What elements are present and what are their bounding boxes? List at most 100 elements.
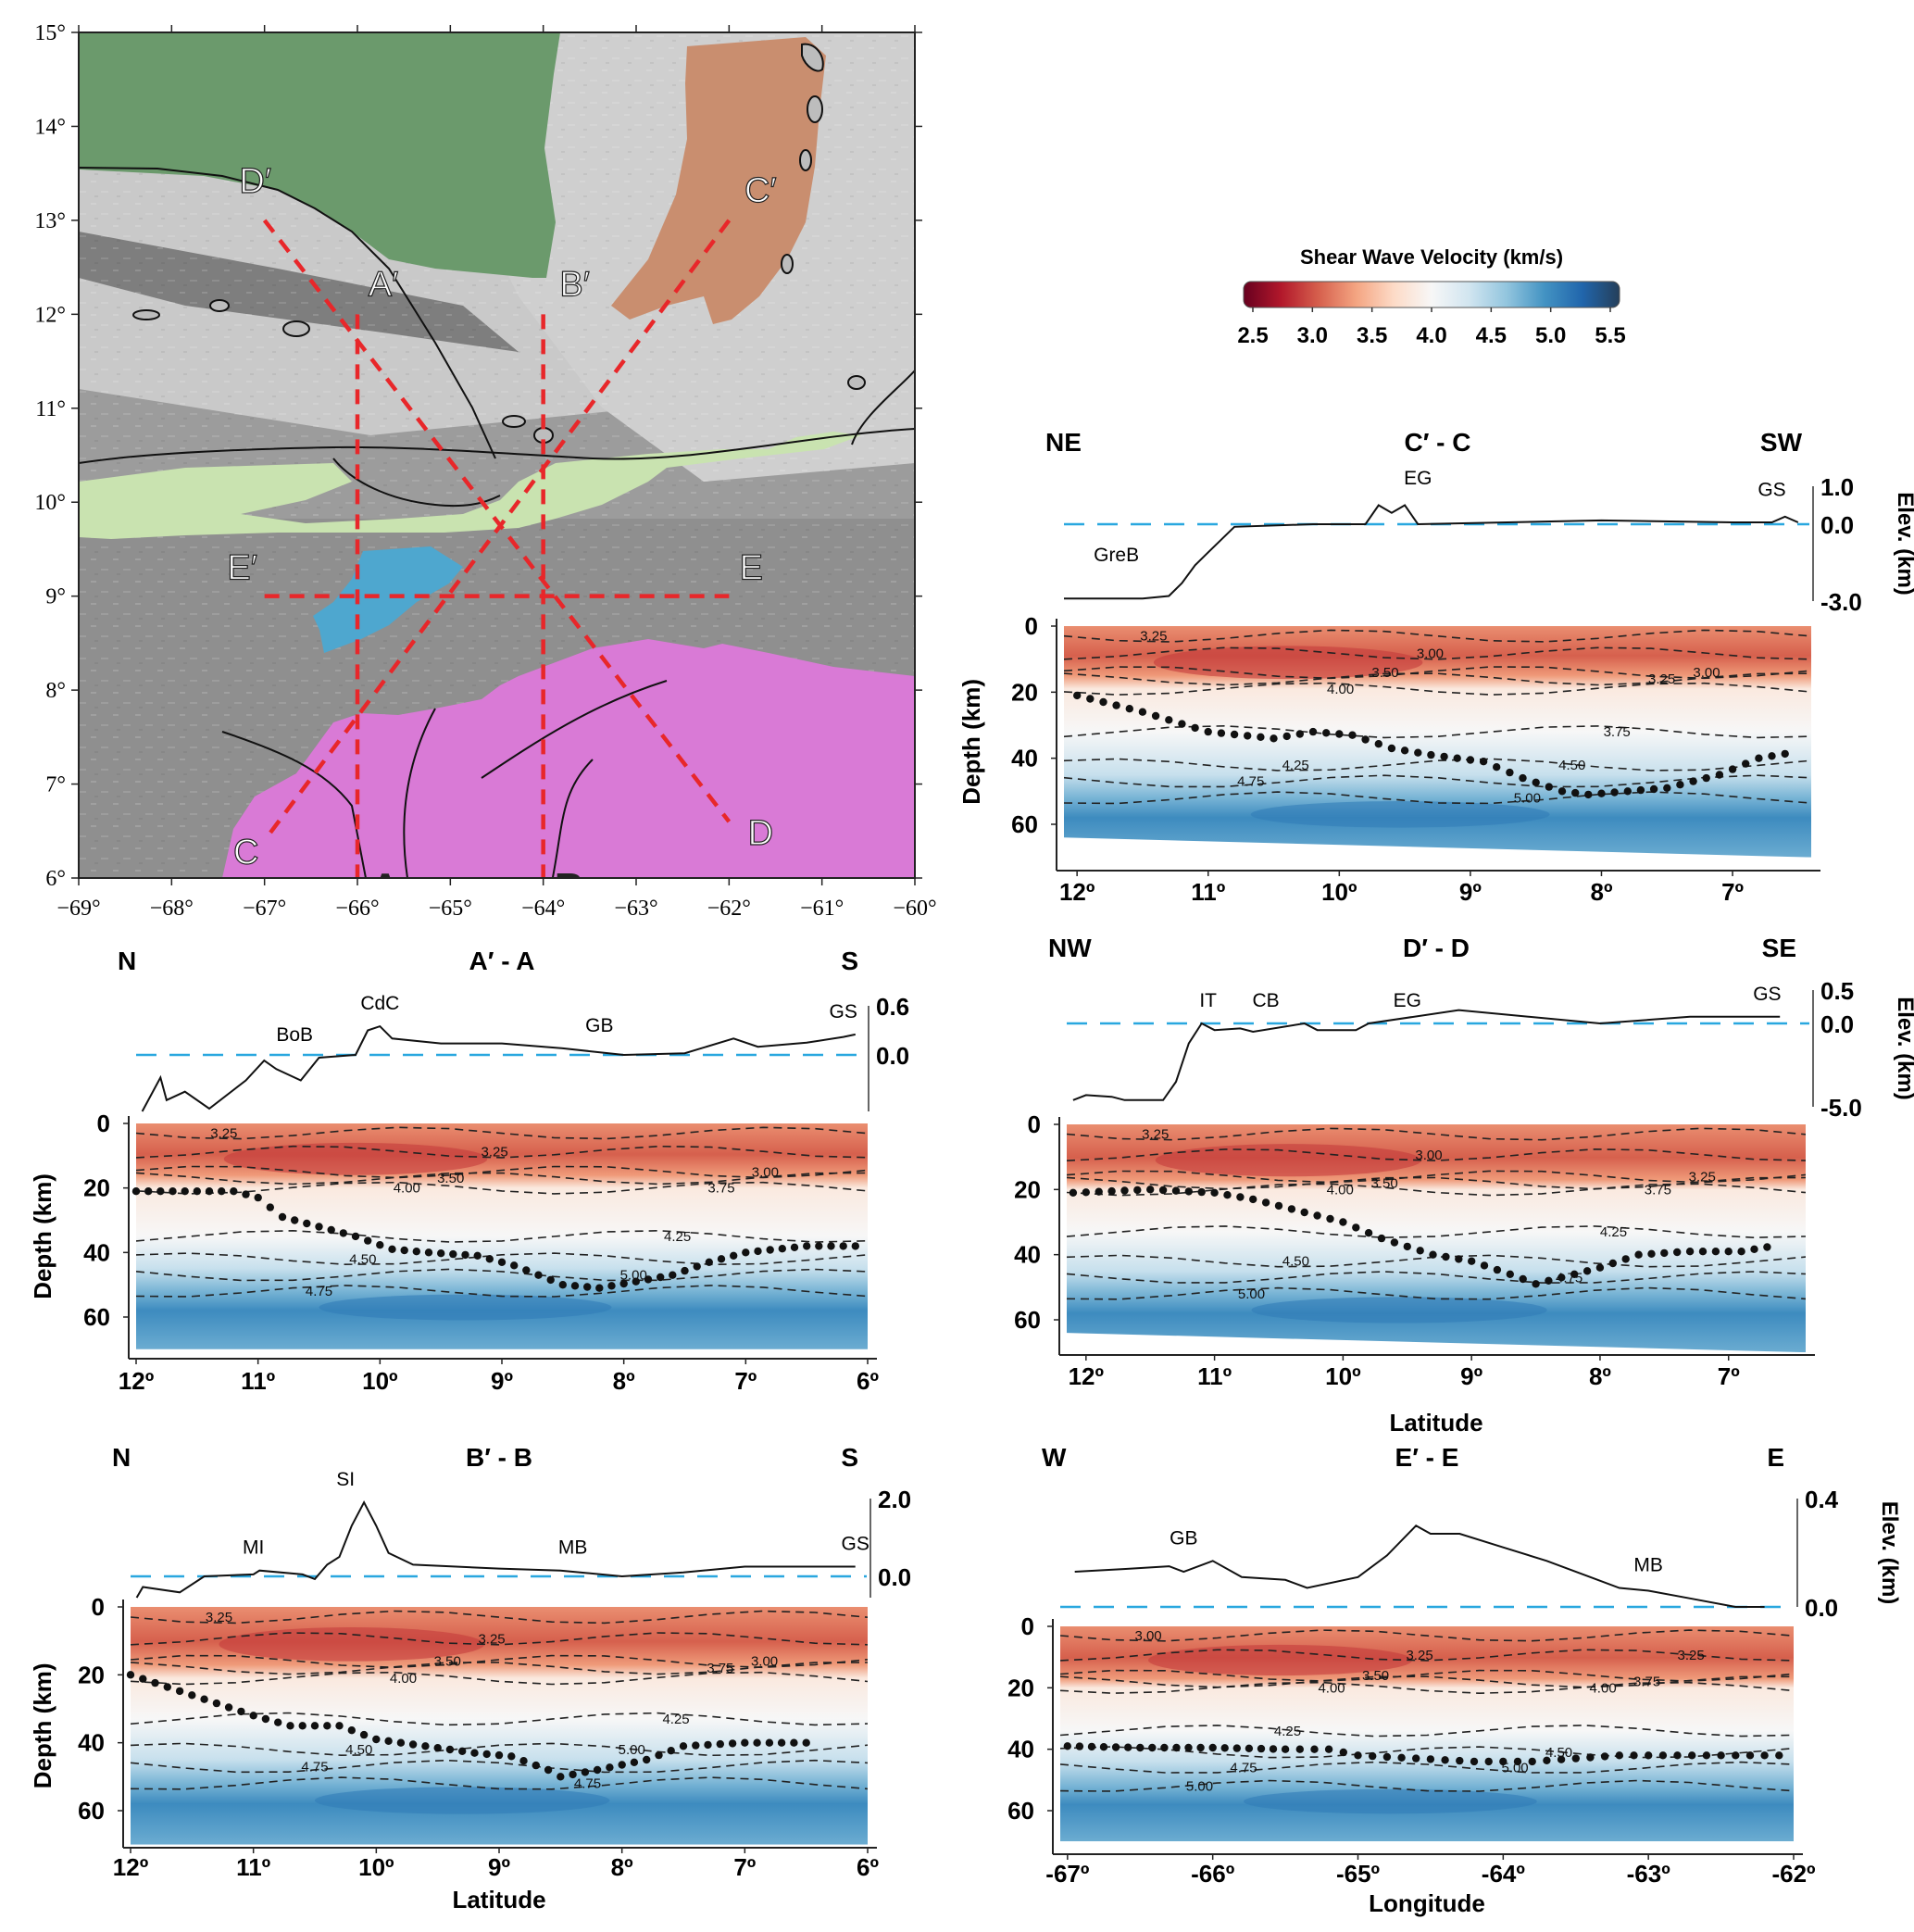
contour-label: 3.25 [1406,1648,1432,1663]
contour-label: 3.00 [1415,1148,1442,1163]
moho-dot [1493,1265,1502,1274]
elevation-profile: 0.4 0.0 Elev. (km) GB MB [1060,1486,1902,1622]
moho-dot [1545,783,1554,791]
moho-dot [1427,750,1435,759]
moho-dot [1261,1198,1270,1207]
moho-dot [1429,1250,1437,1259]
moho-dot [396,1738,406,1747]
moho-dot [1513,1757,1522,1766]
moho-dot [224,1703,233,1712]
section-c: C′ - C NE SW 3.25 3.00 3.00 3.50 3.25 4.00 3.75 4.… [957,428,1914,906]
elevation-line [141,1024,857,1112]
moho-dot [1148,1743,1157,1752]
elevation-axis-label: Elev. (km) [1893,492,1914,596]
depth-tick-label: 60 [1011,810,1038,838]
contour-label: 3.50 [1362,1668,1389,1684]
moho-dot [1197,1187,1206,1197]
moho-dot [1287,1205,1296,1213]
contour-label: 4.25 [1274,1724,1301,1739]
moho-dot [1636,785,1645,795]
moho-dot [839,1242,847,1250]
moho-dot [1466,756,1475,764]
moho-dot [485,1255,494,1263]
profile-end-label: D [748,814,773,853]
x-tick-label: -65º [1336,1860,1381,1888]
elevation-tick-label: 2.0 [878,1486,911,1513]
low-velocity-anomaly [1155,1144,1422,1177]
velocity-contour [1060,1725,1794,1738]
feature-label: MB [1633,1555,1663,1576]
feature-label: IT [1199,990,1217,1011]
depth-tick-label: 60 [1007,1797,1034,1825]
elevation-axis-label: Elev. (km) [1877,1501,1902,1605]
feature-label: CdC [360,993,399,1014]
moho-dot [1608,1259,1618,1268]
moho-dot [181,1187,189,1196]
moho-dot [1138,708,1147,716]
moho-dot [1493,763,1501,772]
moho-dot [1750,1245,1758,1254]
velocity-contour [1067,1127,1806,1141]
x-tick-label: 7º [733,1853,756,1881]
moho-dot [473,1251,482,1261]
section-title: D′ - D [1403,934,1470,962]
moho-dot [188,1691,196,1700]
velocity-contour [131,1662,868,1675]
contour-label: 3.00 [1417,646,1444,661]
moho-dot [595,1284,604,1292]
moho-dot [230,1187,238,1196]
velocity-contour [136,1126,868,1140]
contour-label: 3.25 [210,1125,237,1141]
colorbar-tick-label: 4.5 [1476,323,1507,348]
moho-dot [1136,1743,1145,1752]
elevation-tick-label: 0.0 [878,1563,911,1591]
moho-dot [437,1249,445,1258]
moho-dot [581,1768,590,1776]
moho-dot [1528,1757,1536,1766]
velocity-contour [136,1268,868,1282]
x-tick-label: 11º [1191,878,1225,906]
depth-tick-label: 20 [1011,678,1038,706]
moho-dot [1442,1252,1450,1261]
depth-tick-label: 60 [78,1797,105,1825]
moho-dot [1382,1752,1392,1762]
velocity-contour [1060,1746,1794,1759]
depth-tick-label: 40 [1014,1241,1041,1269]
moho-dot [1658,1751,1668,1760]
moho-dot [1543,1756,1551,1765]
moho-dot [1245,1744,1254,1753]
direction-left: N [112,1443,131,1472]
moho-dot [655,1750,663,1760]
feature-label: MI [243,1537,264,1559]
moho-dot [424,1248,433,1257]
moho-dot [482,1750,491,1759]
contour-label: 4.00 [394,1181,420,1197]
contour-label: 3.75 [1645,1182,1671,1198]
contour-label: 4.75 [306,1284,332,1299]
fault-lines [79,167,915,878]
moho-dot [298,1722,306,1730]
colorbar-tick-label: 2.5 [1237,323,1268,348]
moho-dot [274,1718,282,1726]
velocity-contour [1067,1225,1806,1239]
map-y-tick-label: 9° [45,585,66,609]
moho-dot [1270,734,1278,743]
moho-dot [1257,1744,1266,1753]
moho-dot [1244,732,1252,740]
moho-dot [1217,729,1226,737]
direction-right: S [841,1443,858,1472]
velocity-contour [1067,1183,1806,1197]
depth-tick-label: 40 [78,1729,105,1757]
moho-dot [1728,765,1737,773]
moho-dot [1610,788,1619,797]
moho-dot [470,1749,479,1757]
moho-dot [1621,1255,1630,1263]
colorbar: Shear Wave Velocity (km/s) 2.5 3.0 3.5 4.0 4… [1237,245,1625,348]
map-y-tick-label: 15° [34,21,66,45]
contour-label: 4.25 [664,1229,691,1245]
moho-dot [1698,1248,1708,1256]
moho-dot [1416,1247,1424,1255]
map-y-tick-label: 7° [45,773,66,797]
moho-dot [802,1738,810,1747]
moho-dot [169,1187,177,1196]
